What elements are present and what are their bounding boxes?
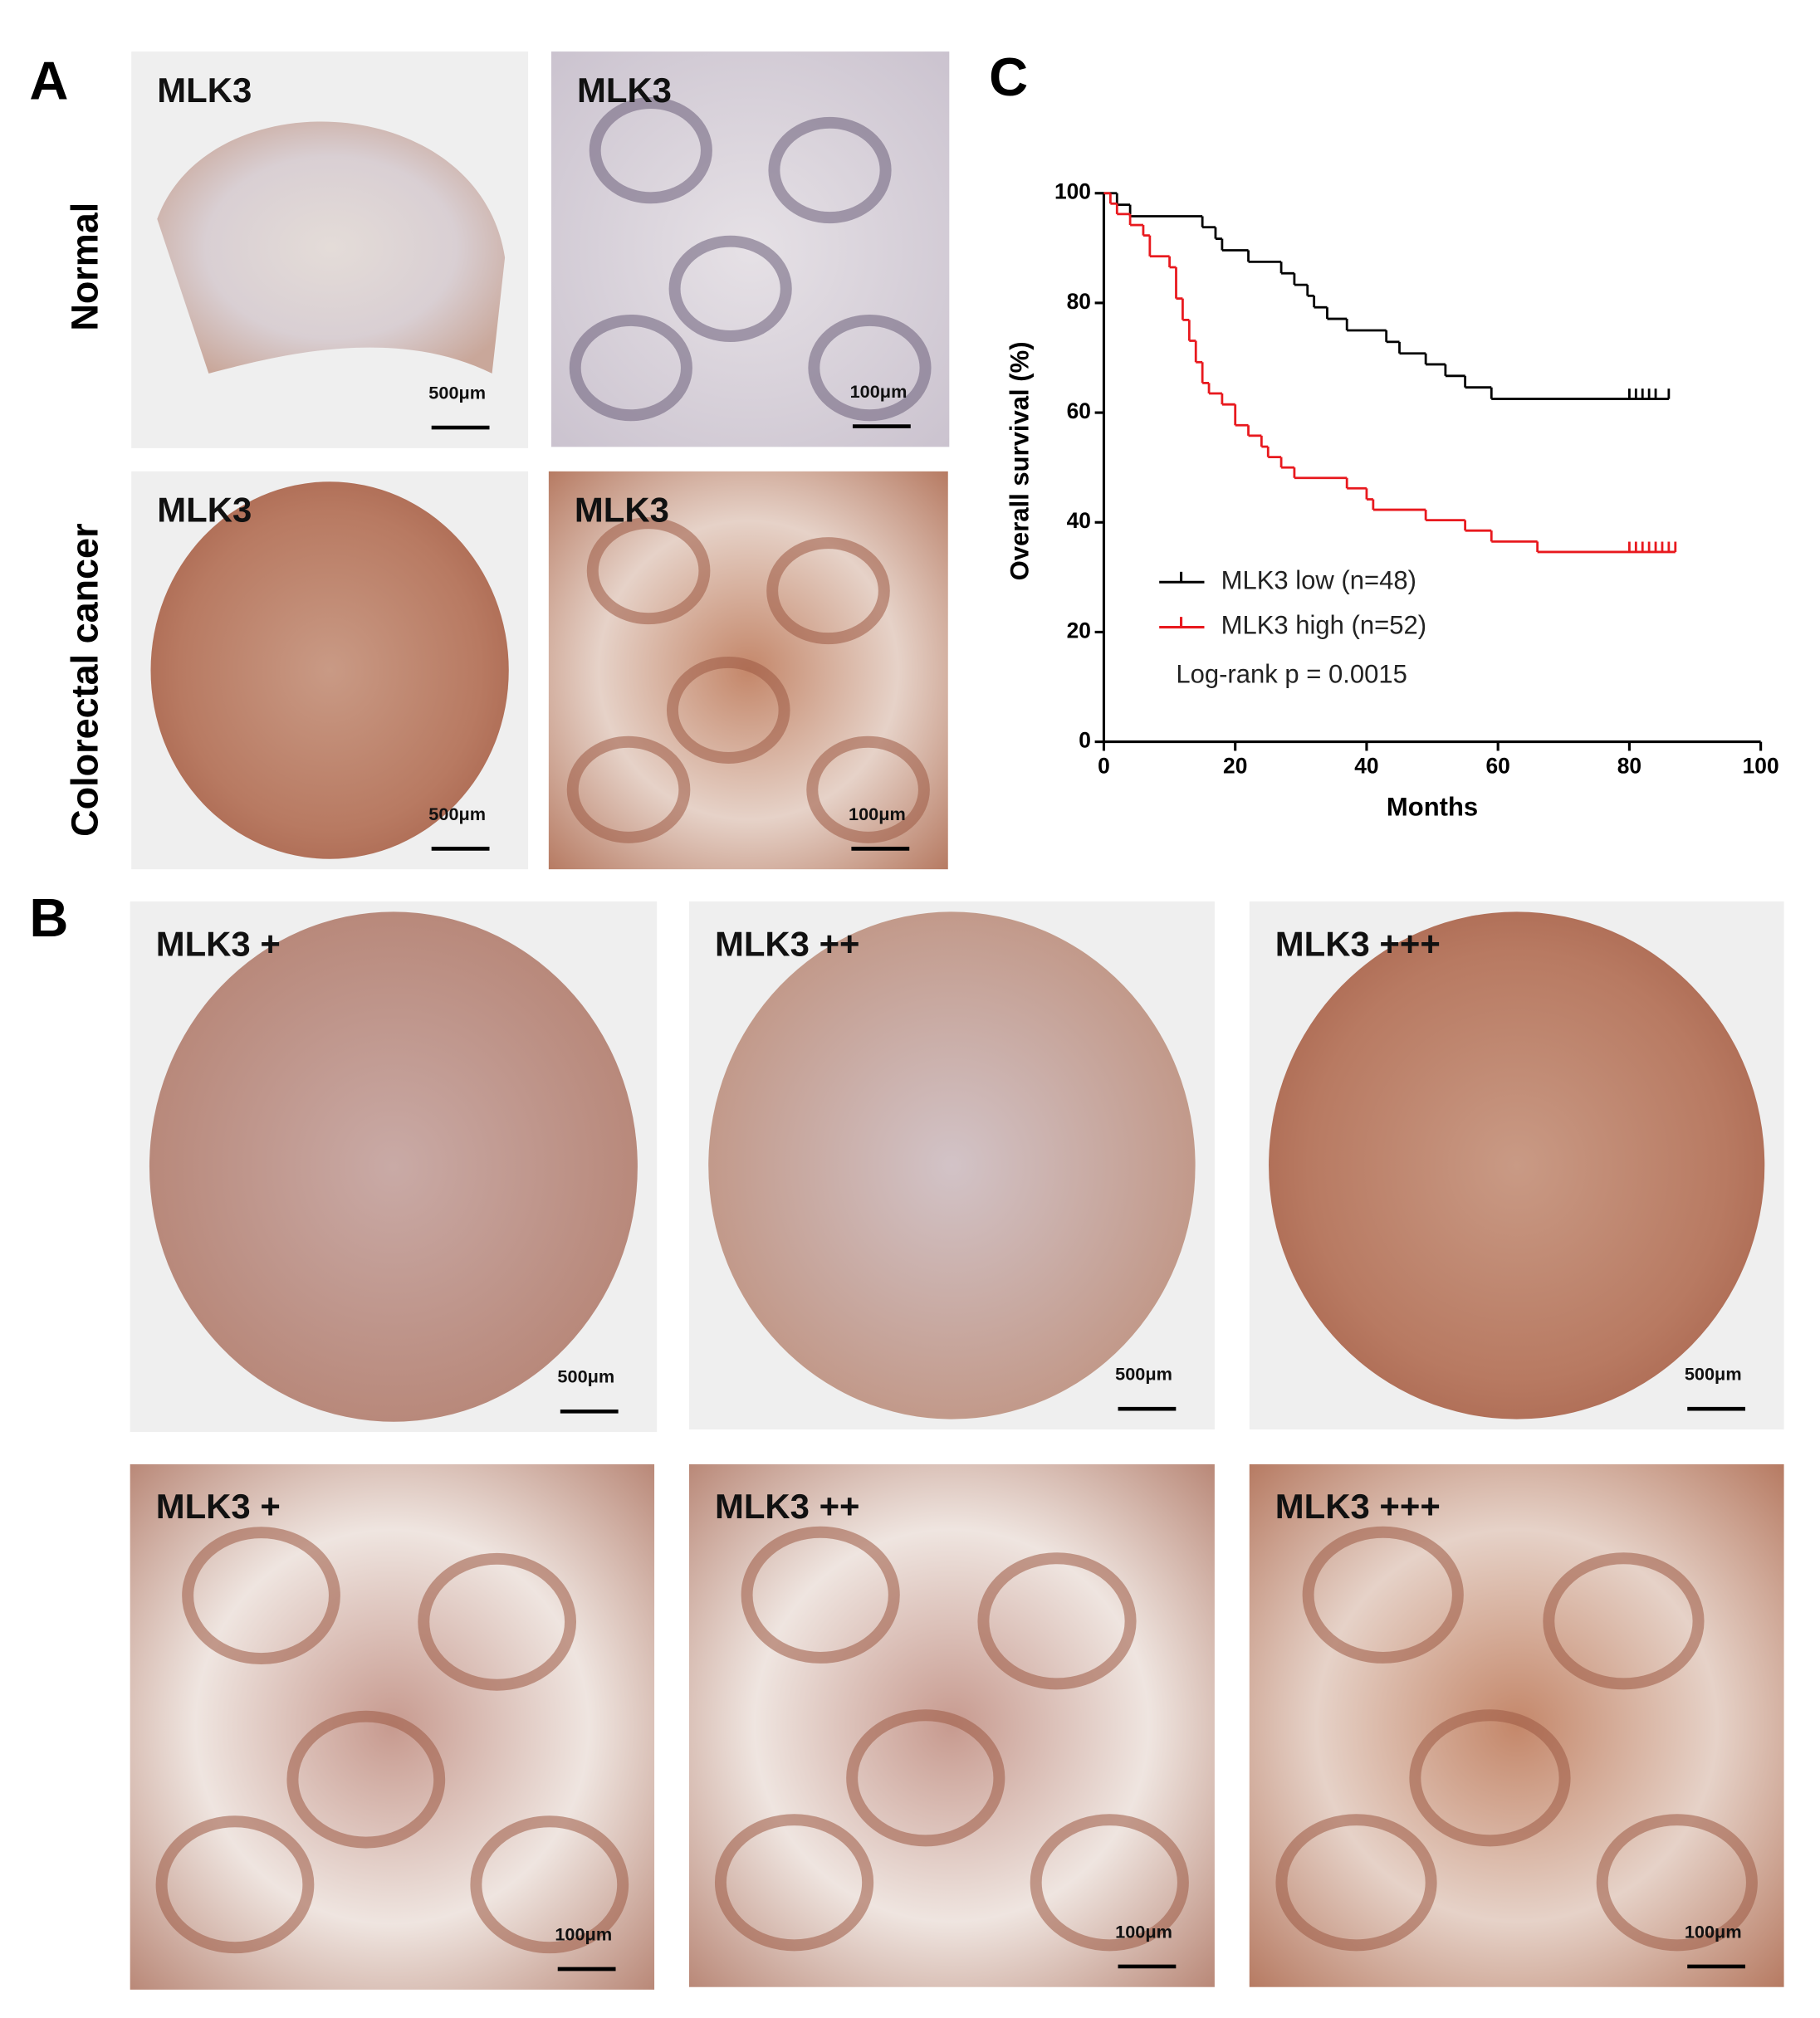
gland	[182, 1527, 340, 1665]
gland	[768, 116, 892, 224]
panel-label: A	[29, 51, 68, 111]
panel-label: B	[29, 887, 68, 948]
gland	[806, 735, 930, 843]
scale-bar-label: 500μm	[1115, 1364, 1172, 1385]
scale-bar-label: 100μm	[1685, 1921, 1742, 1942]
gland	[470, 1815, 629, 1954]
row-label: Colorectal cancer	[63, 523, 105, 836]
y-tick-label: 20	[1067, 618, 1091, 643]
annotation: Log-rank p = 0.0015	[1176, 660, 1407, 689]
gland	[1543, 1552, 1705, 1690]
gland	[1030, 1814, 1189, 1952]
legend-label: MLK3 high (n=52)	[1221, 611, 1426, 640]
micrograph	[1249, 1463, 1784, 1987]
micrograph	[130, 1463, 655, 1990]
gland	[155, 1815, 315, 1954]
x-axis-title: Months	[1387, 792, 1478, 821]
image-label: MLK3 +++	[1275, 1487, 1441, 1526]
image-label: MLK3 +	[156, 924, 281, 963]
micrograph	[688, 1463, 1215, 1987]
scale-bar-label: 500μm	[428, 382, 486, 403]
scale-bar-label: 500μm	[557, 1366, 614, 1387]
gland	[566, 735, 691, 843]
gland	[766, 537, 890, 645]
x-tick-label: 80	[1617, 754, 1641, 779]
gland	[977, 1552, 1137, 1690]
tissue-core	[1269, 911, 1765, 1419]
x-tick-label: 20	[1223, 754, 1247, 779]
y-tick-label: 40	[1067, 508, 1091, 533]
scale-bar-label: 500μm	[1685, 1364, 1742, 1385]
image-label: MLK3	[157, 71, 252, 110]
image-label: MLK3 +++	[1275, 924, 1441, 963]
gland	[846, 1709, 1005, 1847]
x-tick-label: 60	[1486, 754, 1510, 779]
gland	[741, 1526, 900, 1664]
gland	[589, 97, 712, 204]
gland	[418, 1552, 577, 1691]
legend-label: MLK3 low (n=48)	[1221, 565, 1416, 594]
gland	[1302, 1526, 1464, 1664]
x-tick-label: 0	[1098, 754, 1110, 779]
gland	[714, 1814, 874, 1952]
scale-bar-label: 500μm	[428, 804, 486, 824]
scale-bar-label: 100μm	[850, 381, 908, 402]
scale-bar-label: 100μm	[1115, 1921, 1172, 1942]
gland	[286, 1710, 446, 1849]
image-label: MLK3	[577, 71, 672, 110]
y-tick-label: 100	[1054, 179, 1091, 204]
y-tick-label: 60	[1067, 398, 1091, 423]
y-axis-title: Overall survival (%)	[1005, 341, 1034, 580]
gland	[1409, 1709, 1571, 1847]
y-tick-label: 80	[1067, 289, 1091, 314]
x-tick-label: 40	[1354, 754, 1378, 779]
tissue-core	[708, 911, 1196, 1419]
gland	[666, 656, 790, 764]
gland	[808, 314, 932, 422]
image-label: MLK3 ++	[715, 924, 860, 963]
tissue-core	[149, 911, 638, 1422]
y-tick-label: 0	[1079, 728, 1091, 753]
image-label: MLK3	[157, 491, 252, 530]
row-label: Normal	[63, 203, 105, 331]
gland	[586, 517, 711, 625]
gland	[1275, 1814, 1437, 1952]
x-tick-label: 100	[1743, 754, 1779, 779]
gland	[1596, 1814, 1758, 1952]
gland	[668, 235, 792, 342]
gland	[569, 314, 692, 422]
tissue-core	[150, 481, 509, 859]
image-label: MLK3 ++	[715, 1487, 860, 1526]
panel-label: C	[989, 46, 1028, 107]
tissue-core	[157, 121, 506, 374]
scale-bar-label: 100μm	[849, 804, 906, 824]
image-label: MLK3 +	[156, 1487, 281, 1526]
scale-bar-label: 100μm	[555, 1923, 612, 1944]
image-label: MLK3	[575, 491, 669, 530]
